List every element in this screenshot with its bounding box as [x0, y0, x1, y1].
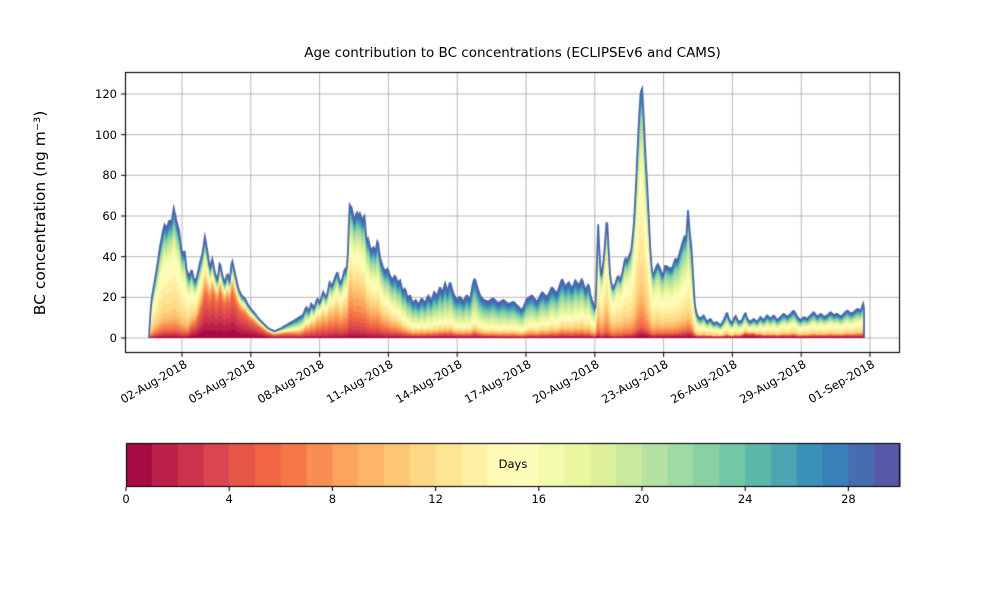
- y-tick-120: 120: [95, 87, 117, 101]
- y-tick-100: 100: [95, 128, 117, 142]
- y-tick-20: 20: [102, 290, 117, 304]
- colorbar-tick-12: 12: [428, 492, 443, 506]
- y-tick-40: 40: [102, 250, 117, 264]
- colorbar-tick-4: 4: [225, 492, 233, 506]
- y-axis-label: BC concentration (ng m⁻³): [31, 110, 49, 316]
- chart-title: Age contribution to BC concentrations (E…: [304, 45, 721, 61]
- colorbar-tick-0: 0: [122, 492, 130, 506]
- colorbar-tick-28: 28: [841, 492, 856, 506]
- y-tick-60: 60: [102, 209, 117, 223]
- y-tick-0: 0: [109, 331, 117, 345]
- colorbar-tick-16: 16: [531, 492, 547, 506]
- colorbar-tick-8: 8: [328, 492, 337, 506]
- colorbar-tick-20: 20: [634, 492, 650, 506]
- colorbar-label: Days: [498, 457, 528, 471]
- y-tick-80: 80: [102, 168, 117, 182]
- colorbar-tick-24: 24: [737, 492, 753, 506]
